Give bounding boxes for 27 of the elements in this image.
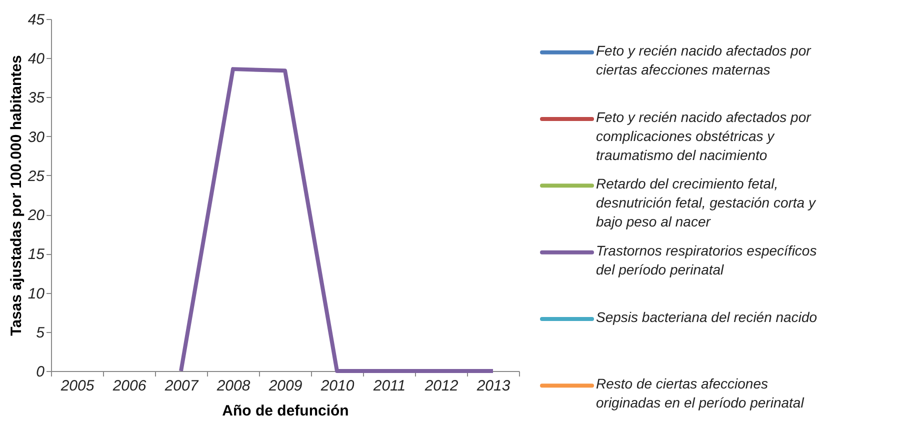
x-axis-title: Año de defunción <box>222 402 349 420</box>
y-tick-label: 25 <box>26 168 46 185</box>
y-tick-label: 45 <box>28 12 46 28</box>
y-tick-label: 10 <box>28 285 46 302</box>
y-tick-label: 5 <box>36 324 46 342</box>
x-tick-label: 2007 <box>164 378 199 394</box>
y-tick-label: 15 <box>28 246 46 264</box>
legend-label: Retardo del crecimiento fetal, desnutrición fetal, gestación corta y bajo peso al nacer <box>596 176 816 230</box>
y-axis-title: Tasas ajustadas por 100.000 habitantes <box>8 55 25 336</box>
x-tick-label: 2011 <box>372 378 406 394</box>
x-tick-label: 2005 <box>60 378 95 394</box>
x-tick-label: 2012 <box>424 378 459 394</box>
y-tick-label: 35 <box>28 90 46 107</box>
legend-label: Trastornos respiratorios específicos del período perinatal <box>596 242 817 278</box>
y-tick-label: 40 <box>28 50 46 68</box>
legend-label: Feto y recién nacido afectados por complicaciones obstétricas y traumatismo del nacimiento <box>596 109 812 163</box>
x-tick-label: 2009 <box>268 378 303 394</box>
y-tick-label: 30 <box>28 128 46 146</box>
x-tick-label: 2006 <box>112 378 147 394</box>
y-tick-label: 0 <box>36 364 46 380</box>
y-tick-label: 20 <box>26 207 46 224</box>
legend-label: Feto y recién nacido afectados por ciertas afecciones maternas <box>596 42 812 78</box>
x-tick-label: 2008 <box>216 378 251 394</box>
legend-label: Sepsis bacteriana del recién nacido <box>596 309 818 325</box>
x-tick-label: 2013 <box>476 378 511 394</box>
legend-label: Resto de ciertas afecciones originadas en el período perinatal <box>596 376 805 411</box>
x-tick-label: 2010 <box>320 378 355 394</box>
